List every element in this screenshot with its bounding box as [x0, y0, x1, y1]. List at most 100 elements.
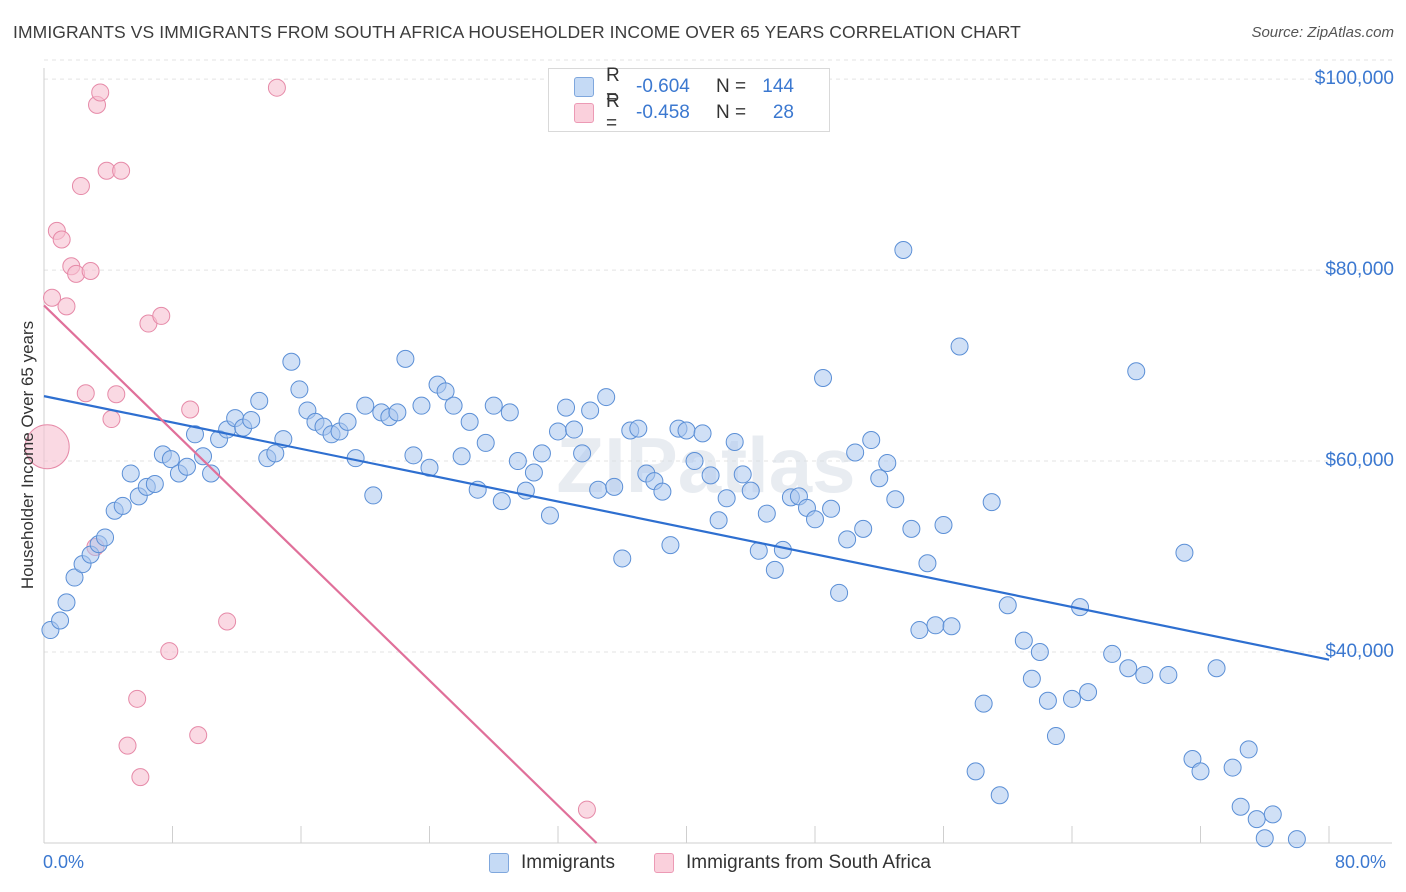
r-value: -0.458 — [636, 102, 690, 123]
immigrants-point — [1103, 644, 1122, 663]
immigrants-point — [709, 511, 728, 530]
immigrants-point — [476, 433, 495, 452]
immigrants-point — [838, 530, 857, 549]
south-africa-point — [43, 288, 62, 307]
immigrants-point — [846, 443, 865, 462]
trend-lines — [43, 304, 1330, 844]
legend-label: Immigrants — [521, 852, 615, 873]
south-africa-points — [24, 78, 596, 819]
immigrants-point — [185, 425, 204, 444]
immigrants-trend-line — [43, 395, 1330, 661]
immigrants-point — [717, 489, 736, 508]
immigrants-point — [1046, 727, 1065, 746]
south-africa-point — [128, 689, 147, 708]
immigrants-point — [701, 466, 720, 485]
n-value: 28 — [772, 102, 794, 123]
immigrants-point — [396, 349, 415, 368]
immigrants-point — [661, 536, 680, 555]
n-label: N = — [716, 76, 747, 97]
immigrants-point — [573, 444, 592, 463]
immigrants-point — [998, 596, 1017, 615]
immigrants-point — [910, 621, 929, 640]
immigrants-point — [902, 519, 921, 538]
immigrants-point — [605, 477, 624, 496]
grid-lines — [44, 59, 1392, 653]
immigrants-point — [484, 396, 503, 415]
immigrants-point — [1127, 362, 1146, 381]
immigrants-point — [942, 617, 961, 636]
immigrants-point — [1135, 665, 1154, 684]
n-label: N = — [716, 102, 747, 123]
immigrants-point — [1014, 631, 1033, 650]
immigrants-point — [1247, 810, 1266, 829]
immigrants-point — [862, 431, 881, 450]
immigrants-point — [436, 382, 455, 401]
y-tick-label: $80,000 — [1325, 259, 1394, 281]
south-africa-point — [189, 726, 208, 745]
immigrants-point — [854, 519, 873, 538]
legend-swatch-pink — [574, 103, 594, 123]
immigrants-point — [886, 490, 905, 509]
immigrants-point — [926, 616, 945, 635]
legend-item-south-africa[interactable]: Immigrants from South Africa — [654, 852, 931, 874]
immigrants-point — [452, 447, 471, 466]
legend-row-immigrants: R = -0.604 N = 144 — [574, 65, 794, 108]
immigrants-point — [242, 410, 261, 429]
y-tick-label: $100,000 — [1314, 68, 1394, 90]
south-africa-point — [57, 297, 76, 316]
immigrants-point — [814, 368, 833, 387]
immigrants-point — [177, 457, 196, 476]
immigrants-point — [1287, 830, 1306, 849]
immigrants-point — [266, 444, 285, 463]
legend-item-immigrants[interactable]: Immigrants — [489, 852, 615, 874]
immigrants-point — [412, 396, 431, 415]
immigrants-point — [492, 492, 511, 511]
immigrants-point — [1223, 758, 1242, 777]
source-credit: Source: ZipAtlas.com — [1251, 24, 1394, 41]
immigrants-point — [950, 337, 969, 356]
immigrants-point — [894, 241, 913, 260]
immigrants-point — [65, 568, 84, 587]
immigrants-point — [338, 412, 357, 431]
immigrants-point — [1175, 543, 1194, 562]
x-tick-label-max: 80.0% — [1335, 852, 1387, 872]
immigrants-point — [830, 583, 849, 602]
y-axis-label: Householder Income Over 65 years — [18, 320, 37, 590]
immigrants-point — [1079, 683, 1098, 702]
immigrants-point — [1263, 805, 1282, 824]
immigrants-point — [364, 486, 383, 505]
immigrants-point — [934, 516, 953, 535]
immigrants-point — [1119, 659, 1138, 678]
immigrants-point — [557, 398, 576, 417]
south-africa-point — [131, 768, 150, 787]
series-legend: Immigrants Immigrants from South Africa — [0, 852, 1406, 878]
south-africa-point — [81, 262, 100, 281]
immigrants-point — [161, 450, 180, 469]
immigrants-point — [677, 421, 696, 440]
immigrants-point — [532, 444, 551, 463]
immigrants-point — [250, 391, 269, 410]
immigrants-point — [741, 481, 760, 500]
south-africa-point — [91, 83, 110, 102]
immigrants-point — [356, 396, 375, 415]
legend-swatch-blue — [574, 77, 594, 97]
south-africa-point — [71, 177, 90, 196]
r-label: R = — [606, 91, 620, 134]
x-tick-label-min: 0.0% — [43, 852, 85, 872]
immigrants-point — [549, 422, 567, 441]
immigrants-point — [822, 499, 841, 518]
immigrants-point — [1207, 659, 1226, 678]
south-africa-point — [267, 78, 286, 97]
immigrants-point — [757, 504, 776, 523]
immigrants-point — [1030, 643, 1049, 662]
immigrants-point — [918, 554, 937, 573]
immigrants-point — [96, 528, 115, 547]
south-africa-point — [218, 612, 237, 631]
immigrants-point — [565, 420, 584, 439]
south-africa-point — [52, 230, 71, 249]
immigrants-point — [388, 403, 407, 422]
south-africa-point — [181, 400, 200, 419]
immigrants-point — [878, 453, 897, 472]
immigrants-point — [1063, 689, 1081, 708]
y-tick-label: $60,000 — [1325, 450, 1394, 472]
